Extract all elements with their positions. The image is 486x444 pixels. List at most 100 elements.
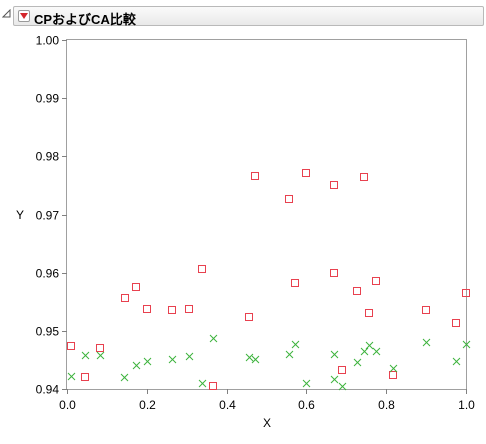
x-point-stroke bbox=[452, 357, 461, 366]
data-points bbox=[67, 169, 471, 391]
x-point-stroke bbox=[285, 350, 294, 359]
square-point bbox=[81, 373, 89, 381]
x-point bbox=[67, 372, 76, 381]
x-point bbox=[132, 361, 141, 370]
x-point bbox=[198, 379, 207, 388]
x-point bbox=[209, 334, 218, 343]
x-point bbox=[168, 355, 177, 364]
square-point bbox=[132, 283, 140, 291]
square-point bbox=[365, 309, 373, 317]
x-tick-label: 0.0 bbox=[59, 398, 76, 412]
x-tick-label: 0.4 bbox=[219, 398, 236, 412]
y-tick-label: 0.97 bbox=[36, 209, 60, 223]
square-point bbox=[422, 306, 430, 314]
square-point bbox=[338, 366, 346, 374]
x-point-stroke bbox=[132, 361, 141, 370]
x-point bbox=[330, 375, 339, 384]
x-point bbox=[353, 358, 362, 367]
x-point bbox=[422, 338, 431, 347]
square-point bbox=[330, 269, 338, 277]
square-point bbox=[291, 279, 299, 287]
y-tick-label: 0.99 bbox=[36, 92, 60, 106]
y-tick-label: 1.00 bbox=[36, 34, 60, 48]
x-point-stroke bbox=[330, 375, 339, 384]
x-point-stroke bbox=[245, 353, 254, 362]
x-point-stroke bbox=[168, 355, 177, 364]
x-point bbox=[389, 364, 398, 373]
x-point bbox=[302, 379, 311, 388]
square-point bbox=[330, 181, 338, 189]
y-tick-label: 0.98 bbox=[36, 150, 60, 164]
x-point bbox=[452, 357, 461, 366]
x-point-stroke bbox=[198, 379, 207, 388]
outline-title-bar: CPおよびCA比較 bbox=[13, 6, 484, 27]
x-point-stroke bbox=[302, 379, 311, 388]
y-tick-label: 0.95 bbox=[36, 325, 60, 339]
square-point bbox=[209, 382, 217, 390]
square-point bbox=[245, 313, 253, 321]
x-point-stroke bbox=[422, 338, 431, 347]
square-point bbox=[198, 265, 206, 273]
x-point bbox=[285, 350, 294, 359]
x-point-stroke bbox=[372, 347, 381, 356]
x-point-stroke bbox=[143, 357, 152, 366]
y-tick-label: 0.96 bbox=[36, 267, 60, 281]
x-point bbox=[360, 347, 369, 356]
x-point-stroke bbox=[185, 352, 194, 361]
square-point bbox=[251, 172, 259, 180]
x-point bbox=[338, 382, 347, 391]
square-point bbox=[389, 371, 397, 379]
x-point bbox=[372, 347, 381, 356]
square-point bbox=[168, 306, 176, 314]
x-point bbox=[291, 340, 300, 349]
x-tick-label: 0.2 bbox=[139, 398, 156, 412]
x-point bbox=[462, 340, 471, 349]
x-point-stroke bbox=[338, 382, 347, 391]
x-tick-label: 0.8 bbox=[378, 398, 395, 412]
x-point bbox=[251, 355, 260, 364]
x-point-stroke bbox=[360, 347, 369, 356]
square-point bbox=[121, 294, 129, 302]
square-point bbox=[452, 319, 460, 327]
x-point bbox=[120, 373, 129, 382]
square-point bbox=[96, 344, 104, 352]
red-triangle-icon bbox=[20, 13, 28, 19]
square-point bbox=[462, 289, 470, 297]
report-title: CPおよびCA比較 bbox=[34, 12, 136, 27]
x-tick-label: 1.0 bbox=[458, 398, 475, 412]
x-point-stroke bbox=[251, 355, 260, 364]
square-point bbox=[302, 169, 310, 177]
y-tick-label: 0.94 bbox=[36, 383, 60, 397]
disclosure-triangle-icon[interactable] bbox=[2, 9, 12, 19]
square-point bbox=[143, 305, 151, 313]
x-axis-title: X bbox=[263, 416, 271, 430]
x-point bbox=[365, 341, 374, 350]
square-point bbox=[67, 342, 75, 350]
x-point-stroke bbox=[96, 351, 105, 360]
x-tick-label: 0.6 bbox=[298, 398, 315, 412]
x-point bbox=[81, 351, 90, 360]
square-point bbox=[185, 305, 193, 313]
x-point bbox=[185, 352, 194, 361]
x-point-stroke bbox=[365, 341, 374, 350]
x-point-stroke bbox=[209, 334, 218, 343]
x-point-stroke bbox=[291, 340, 300, 349]
red-triangle-menu-button[interactable] bbox=[18, 10, 30, 22]
y-axis: 0.94 0.95 0.96 0.97 0.98 0.99 1.00 bbox=[36, 34, 67, 397]
outline-header: CPおよびCA比較 bbox=[0, 0, 486, 30]
x-point-stroke bbox=[353, 358, 362, 367]
x-point-stroke bbox=[67, 372, 76, 381]
square-point bbox=[285, 195, 293, 203]
x-point bbox=[143, 357, 152, 366]
plot-frame bbox=[66, 39, 467, 390]
x-point bbox=[330, 350, 339, 359]
square-point bbox=[372, 277, 380, 285]
x-point bbox=[245, 353, 254, 362]
square-point bbox=[360, 173, 368, 181]
x-point bbox=[96, 351, 105, 360]
x-point-stroke bbox=[389, 364, 398, 373]
square-point bbox=[353, 287, 361, 295]
x-point-stroke bbox=[462, 340, 471, 349]
y-axis-title: Y bbox=[16, 208, 24, 222]
